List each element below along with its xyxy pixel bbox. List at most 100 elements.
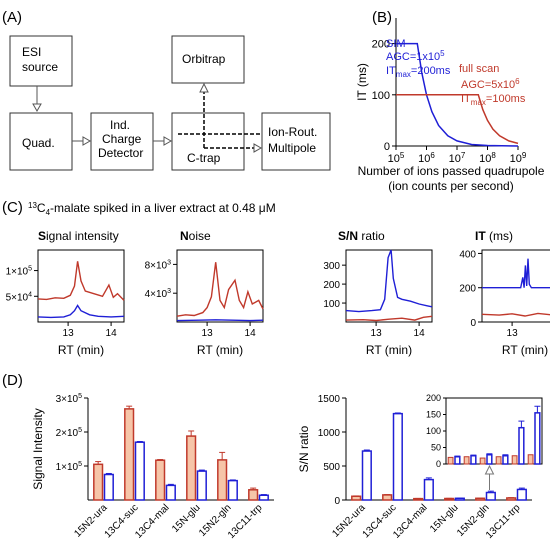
inset-bar-red [495, 456, 502, 465]
b-x-tick-label: 107 [449, 151, 466, 165]
c2-frame [176, 249, 264, 323]
c-y-tick-label: 200 [459, 284, 476, 295]
c-series-blue [37, 304, 125, 319]
d1-y-label: Signal Intensity [31, 408, 45, 489]
d1-y-tick-label: 3×105 [56, 393, 83, 405]
c-y-tick-label: 1×105 [6, 266, 33, 278]
inset-y-tick-label: 50 [431, 443, 441, 453]
c2-title: Noise [180, 229, 211, 243]
ion-label-2: Multipole [268, 141, 316, 155]
c1-title: Signal intensity [38, 229, 119, 243]
panel-c-titles: Signal intensity Noise S/N ratio IT (ms) [38, 229, 513, 243]
b-y-label: IT (ms) [355, 63, 369, 101]
arrow-esi-quad-head [32, 103, 42, 113]
panel-d-label: (D) [2, 372, 23, 389]
c4-frame [481, 249, 550, 323]
d1-bar-red [186, 435, 197, 501]
b-x-label-2: (ion counts per second) [388, 179, 513, 193]
c-y-tick-label: 200 [323, 280, 340, 291]
c-y-tick-label: 5×104 [6, 291, 33, 303]
quad-block [9, 112, 73, 171]
d2-bar-blue [392, 412, 403, 501]
inset-bar-blue [454, 455, 461, 465]
panel-b-label: (B) [372, 9, 392, 26]
b-series-red [396, 94, 519, 145]
c3-title: S/N ratio [338, 229, 385, 243]
d2-y-label: S/N ratio [297, 425, 311, 472]
d2-category-label: 13C4-mal [391, 502, 429, 540]
inset-bar-red [447, 456, 454, 465]
d2-bar-red [506, 497, 517, 501]
b-x-tick-label: 105 [388, 151, 405, 165]
instrument-diagram: ESI source Orbitrap Quad. Ind. Charge De… [9, 35, 331, 171]
c-series-blue [176, 319, 264, 322]
arrow-ion-head-1 [253, 143, 263, 153]
d2-y-tick-label: 1500 [318, 394, 341, 405]
c-x-tick-label: 14 [245, 328, 257, 339]
inset-bar-red [463, 456, 470, 465]
inset-bar-red [511, 455, 518, 465]
d2-bar-blue [516, 488, 527, 501]
d2-bar-red [382, 494, 393, 501]
b-y-tick-label: 100 [372, 90, 390, 102]
c-y-tick-label: 300 [323, 261, 340, 272]
panel-a-label: (A) [2, 9, 22, 26]
c-series-red [37, 261, 125, 301]
inset-bar-blue [518, 426, 525, 465]
quad-label: Quad. [22, 136, 55, 150]
orbitrap-block [171, 35, 245, 84]
inset-bar-blue [486, 454, 493, 465]
icd-label-3: Detector [98, 146, 143, 160]
d2-y-tick-label: 1000 [318, 428, 341, 439]
inset-bar-red [479, 457, 486, 465]
inset-y-tick-label: 200 [426, 393, 441, 403]
d2-inset-frame [445, 397, 543, 465]
c3-frame [345, 249, 433, 323]
c-series-red [481, 312, 550, 317]
c-series-red [345, 315, 433, 322]
fullscan-agc: AGC=5x106 [461, 77, 520, 91]
d1-bar-red [248, 489, 259, 501]
d2-category-label: 13C11-trp [484, 502, 523, 541]
arrow-icd-ctrap-head [163, 136, 173, 146]
c-x-tick-label: 14 [106, 328, 118, 339]
d1-y-tick-label: 2×105 [56, 427, 83, 439]
esi-source-block [9, 35, 73, 87]
fullscan-label: full scan [459, 63, 499, 75]
c-x-tick-label: 13 [371, 328, 383, 339]
esi-label-2: source [22, 60, 58, 74]
icd-label-1: Ind. [110, 118, 130, 132]
d1-bar-red [155, 459, 166, 501]
inset-y-tick-label: 150 [426, 410, 441, 420]
inset-bar-blue [470, 455, 477, 465]
c-y-tick-label: 4×103 [145, 288, 172, 300]
d1-bar-red [124, 408, 135, 501]
c1-frame [37, 249, 125, 323]
b-y-tick-label: 200 [372, 39, 390, 51]
c-x-label: RT (min) [58, 343, 104, 357]
d1-bar-red [217, 459, 228, 501]
icd-label-2: Charge [102, 132, 142, 146]
d1-bar-blue [134, 441, 145, 501]
d1-bar-blue [103, 473, 114, 501]
d1-bar-blue [227, 479, 238, 501]
panel-c-charts: 13 14 5×104 1×105 RT (min) 13 14 4×103 8×103 RT (… [6, 249, 550, 357]
ctrap-block [171, 112, 245, 171]
d1-bar-red [93, 463, 104, 501]
d2-bar-blue [361, 450, 372, 501]
d2-bar-blue [485, 491, 496, 501]
orbitrap-label: Orbitrap [182, 52, 226, 66]
panel-b-annotations: SIM AGC=1x105 ITmax=200ms full scan AGC=… [386, 38, 526, 107]
panel-c-title: 13C4-malate spiked in a liver extract at… [28, 201, 276, 217]
inset-bar-red [527, 454, 534, 465]
inset-bar-blue [534, 412, 541, 465]
sim-label: SIM [386, 38, 406, 50]
inset-pointer-arrow-head [484, 464, 495, 475]
c-series-red [176, 262, 264, 317]
c-x-label: RT (min) [366, 343, 412, 357]
d1-bar-blue [165, 484, 176, 501]
b-y-tick-label: 0 [384, 141, 390, 153]
esi-label-1: ESI [22, 45, 41, 59]
